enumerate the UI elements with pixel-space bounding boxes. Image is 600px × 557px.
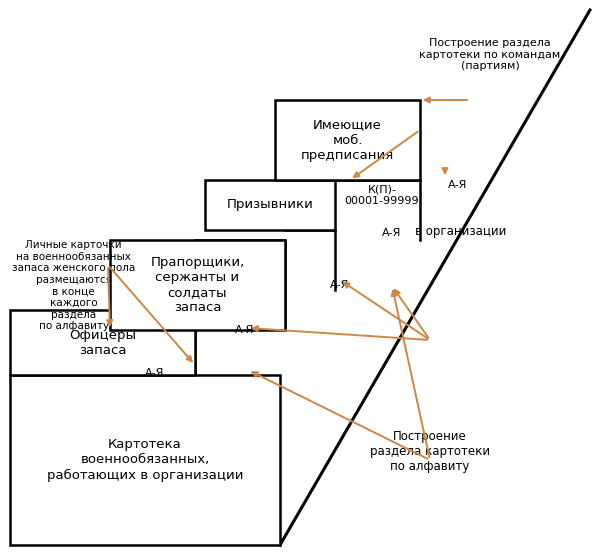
Text: А-Я: А-Я <box>382 228 401 238</box>
Text: Прапорщики,
сержанты и
солдаты
запаса: Прапорщики, сержанты и солдаты запаса <box>151 256 245 314</box>
Text: А-Я: А-Я <box>145 368 164 378</box>
Text: Офицеры
запаса: Офицеры запаса <box>69 329 136 356</box>
Text: А-Я: А-Я <box>235 325 254 335</box>
Text: Призывники: Призывники <box>227 198 313 212</box>
Text: К(П)-
00001-99999: К(П)- 00001-99999 <box>344 184 419 206</box>
Text: Построение
раздела картотеки
по алфавиту: Построение раздела картотеки по алфавиту <box>370 430 490 473</box>
Bar <box>110 240 285 330</box>
Bar <box>10 310 195 375</box>
Bar <box>205 180 335 230</box>
Text: Построение раздела
картотеки по командам
(партиям): Построение раздела картотеки по командам… <box>419 38 560 71</box>
Text: Картотека
военнообязанных,
работающих в организации: Картотека военнообязанных, работающих в … <box>47 438 243 482</box>
Text: Личные карточки
на военнообязанных
запаса женского пола
размещаются
в конце
кажд: Личные карточки на военнообязанных запас… <box>12 240 135 331</box>
Text: А-Я: А-Я <box>331 280 350 290</box>
Bar <box>275 100 420 180</box>
Text: А-Я: А-Я <box>448 180 467 190</box>
Text: Имеющие
моб.
предписания: Имеющие моб. предписания <box>301 119 394 162</box>
Bar <box>10 375 280 545</box>
Text: в организации: в организации <box>415 225 506 238</box>
